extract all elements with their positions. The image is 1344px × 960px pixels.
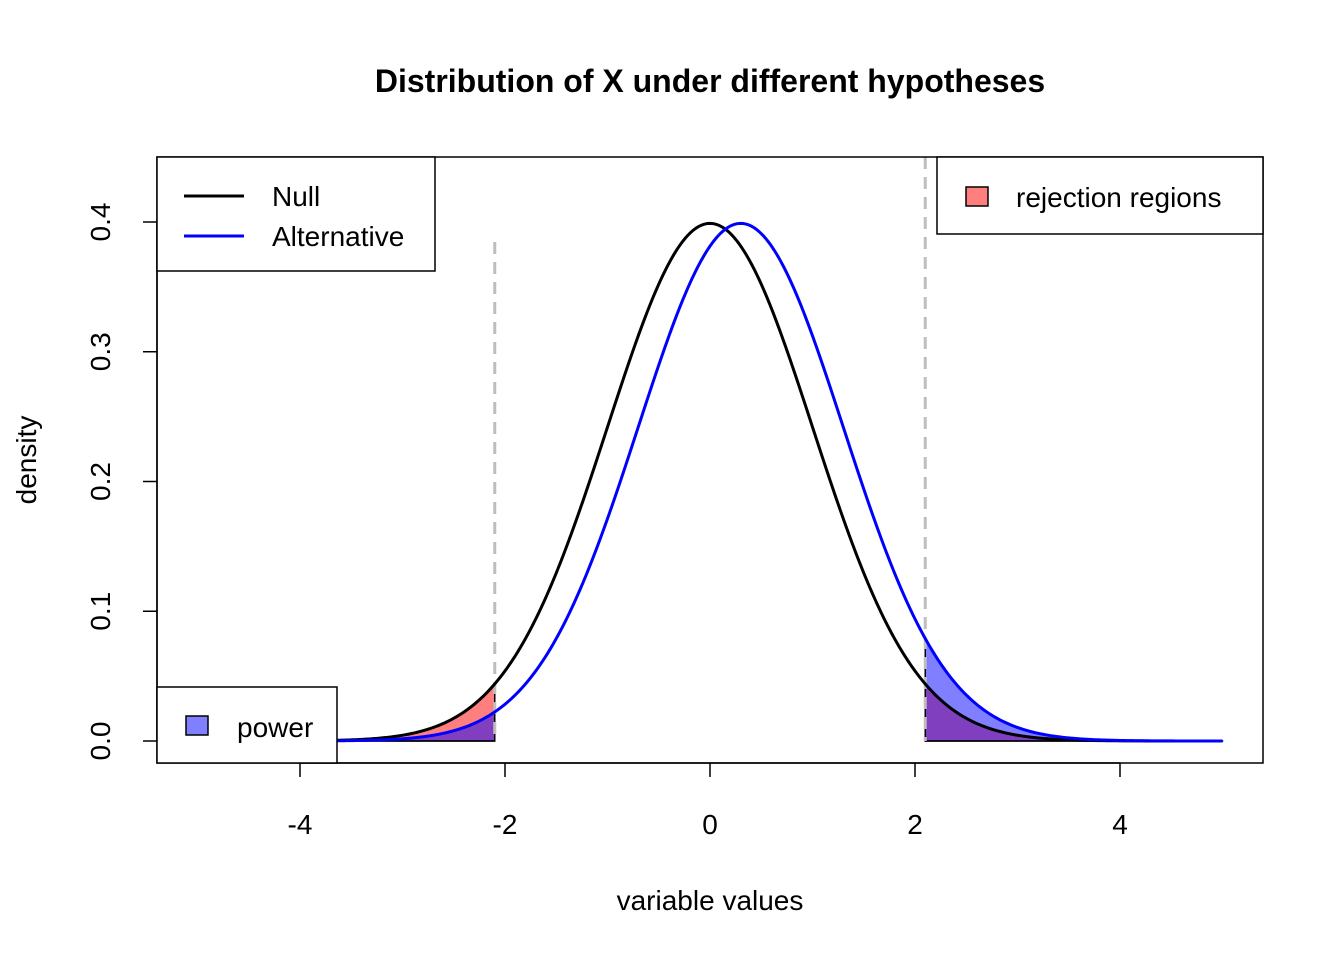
shaded-regions bbox=[330, 635, 1224, 742]
x-tick-label: 0 bbox=[702, 809, 718, 840]
legend-alternative-label: Alternative bbox=[272, 221, 404, 252]
x-tick-label: -4 bbox=[288, 809, 313, 840]
legend-power-swatch bbox=[185, 715, 209, 736]
legend-rejection: rejection regions bbox=[936, 156, 1264, 235]
x-axis-label: variable values bbox=[617, 885, 804, 916]
legend-lines: Null Alternative bbox=[156, 156, 436, 272]
legend-power-label: power bbox=[237, 712, 313, 743]
y-tick-label: 0.1 bbox=[85, 592, 116, 631]
x-tick-label: -2 bbox=[493, 809, 518, 840]
shaded-area-power-1 bbox=[924, 635, 1224, 742]
series-line-alternative bbox=[330, 221, 1223, 743]
x-tick-label: 4 bbox=[1112, 809, 1128, 840]
critical-value-lines bbox=[493, 157, 927, 741]
x-tick-label: 2 bbox=[907, 809, 923, 840]
y-tick-label: 0.0 bbox=[85, 722, 116, 761]
legend-rejection-label: rejection regions bbox=[1016, 182, 1221, 213]
y-tick-label: 0.2 bbox=[85, 462, 116, 501]
x-axis: -4 -2 0 2 4 bbox=[288, 762, 1128, 840]
legend-power: power bbox=[156, 686, 338, 764]
y-axis: 0.0 0.1 0.2 0.3 0.4 bbox=[85, 203, 158, 761]
chart-title: Distribution of X under different hypoth… bbox=[375, 63, 1045, 99]
density-curves bbox=[330, 221, 1223, 743]
legend-rejection-swatch bbox=[965, 186, 989, 207]
legend-null-label: Null bbox=[272, 181, 320, 212]
legend-rejection-box bbox=[936, 156, 1264, 235]
legend-lines-box bbox=[156, 156, 436, 272]
y-tick-label: 0.3 bbox=[85, 332, 116, 371]
y-tick-label: 0.4 bbox=[85, 203, 116, 242]
y-axis-label: density bbox=[11, 416, 42, 505]
series-line-null bbox=[330, 221, 1223, 743]
